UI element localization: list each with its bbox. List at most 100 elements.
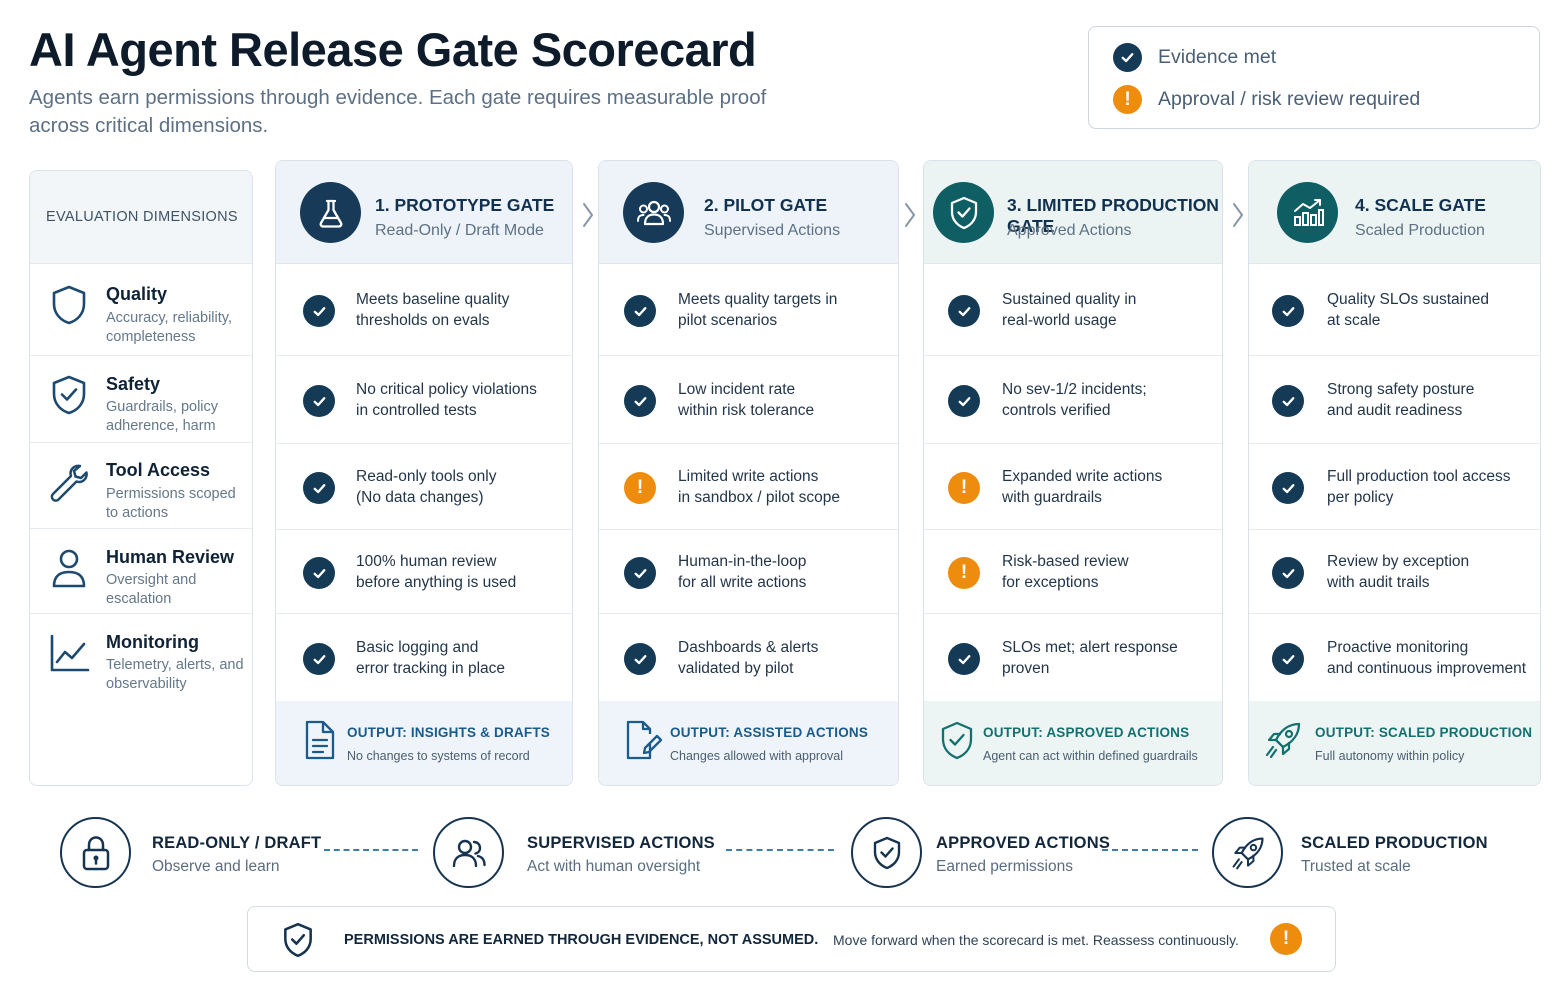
output-subtitle: Changes allowed with approval (670, 749, 844, 763)
dimension-safety: Safety Guardrails, policy adherence, har… (30, 356, 252, 443)
criterion-text: Review by exception with audit trails (1327, 551, 1537, 593)
check-icon (948, 385, 980, 417)
chevron-right-icon (583, 203, 593, 227)
dimension-desc: Oversight and escalation (106, 572, 197, 607)
output-subtitle: No changes to systems of record (347, 749, 530, 763)
legend-label: Approval / risk review required (1158, 88, 1421, 110)
page-title: AI Agent Release Gate Scorecard (29, 23, 757, 76)
output-subtitle: Full autonomy within policy (1315, 749, 1465, 763)
criterion-line: with audit trails (1327, 574, 1430, 591)
criterion-line: Human-in-the-loop (678, 553, 807, 570)
gate-criterion: ! Expanded write actions with guardrails (924, 444, 1222, 530)
legend-item-met: Evidence met (1113, 43, 1276, 72)
dimension-desc: Permissions scoped to actions (106, 486, 236, 521)
shield-outline-icon (52, 285, 86, 325)
dimension-tool-access: Tool Access Permissions scoped to action… (30, 443, 252, 529)
dimension-desc: Guardrails, policy adherence, harm (106, 399, 219, 434)
gate-criterion: ! Risk-based review for exceptions (924, 530, 1222, 614)
criterion-line: Dashboards & alerts (678, 639, 819, 656)
growth-chart-icon (1277, 182, 1338, 243)
stage-connector (1102, 849, 1198, 851)
stage-subtitle: Trusted at scale (1301, 858, 1411, 875)
criterion-line: Expanded write actions (1002, 468, 1163, 485)
legend-label: Evidence met (1158, 46, 1277, 68)
criterion-text: No sev-1/2 incidents; controls verified (1002, 379, 1212, 421)
criterion-text: Human-in-the-loop for all write actions (678, 551, 888, 593)
team-icon (433, 817, 504, 888)
criterion-line: Strong safety posture (1327, 381, 1475, 398)
criterion-text: Low incident rate within risk tolerance (678, 379, 888, 421)
criterion-line: Quality SLOs sustained (1327, 291, 1489, 308)
stage-title: READ-ONLY / DRAFT (152, 834, 322, 852)
stage-title: APPROVED ACTIONS (936, 834, 1111, 852)
dimension-name: Tool Access (106, 460, 211, 480)
criterion-line: No sev-1/2 incidents; (1002, 381, 1147, 398)
check-icon (1272, 557, 1304, 589)
criterion-text: Read-only tools only (No data changes) (356, 466, 566, 508)
criterion-line: per policy (1327, 489, 1394, 506)
gate-subtitle: Scaled Production (1355, 222, 1485, 239)
dimension-human-review: Human Review Oversight and escalation (30, 529, 252, 614)
warning-icon: ! (948, 472, 980, 504)
gate-criterion: No critical policy violations in controll… (276, 356, 572, 444)
shield-check-icon (284, 922, 312, 958)
criterion-line: Proactive monitoring (1327, 639, 1469, 656)
criterion-line: Limited write actions (678, 468, 819, 485)
line-chart-icon (50, 634, 90, 672)
dimension-desc: Accuracy, reliability, completeness (106, 310, 232, 345)
criterion-line: Sustained quality in (1002, 291, 1137, 308)
criterion-line: No critical policy violations (356, 381, 537, 398)
criterion-line: and audit readiness (1327, 402, 1463, 419)
gate-criterion: Low incident rate within risk tolerance (599, 356, 898, 444)
criterion-line: and continuous improvement (1327, 660, 1527, 677)
gate-criterion: Dashboards & alerts validated by pilot (599, 614, 898, 702)
gate-subtitle: Supervised Actions (704, 222, 841, 239)
gate-title: 1. PROTOTYPE GATE (375, 195, 555, 215)
principle-banner: PERMISSIONS ARE EARNED THROUGH EVIDENCE,… (247, 906, 1336, 972)
criterion-line: within risk tolerance (678, 402, 815, 419)
criterion-line: Full production tool access (1327, 468, 1511, 485)
criterion-text: Meets baseline quality thresholds on eval… (356, 289, 566, 331)
criterion-line: controls verified (1002, 402, 1111, 419)
check-icon (1272, 385, 1304, 417)
criterion-line: proven (1002, 660, 1050, 677)
criterion-text: Strong safety posture and audit readiness (1327, 379, 1537, 421)
gate-prototype: 1. PROTOTYPE GATE Read-Only / Draft Mode… (275, 160, 573, 786)
page-subtitle: Agents earn permissions through evidence… (29, 86, 767, 137)
gate-criterion: SLOs met; alert response proven (924, 614, 1222, 702)
criterion-line: thresholds on evals (356, 312, 490, 329)
criterion-line: Basic logging and (356, 639, 479, 656)
criterion-line: (No data changes) (356, 489, 484, 506)
dimension-monitoring: Monitoring Telemetry, alerts, and observ… (30, 614, 252, 704)
criterion-line: Meets quality targets in (678, 291, 838, 308)
document-edit-icon (626, 720, 663, 760)
gate-output: OUTPUT: SCALED PRODUCTION Full autonomy … (1249, 701, 1540, 785)
gate-criterion: Sustained quality in real-world usage (924, 264, 1222, 356)
gate-criterion: Review by exception with audit trails (1249, 530, 1540, 614)
gate-criterion: Basic logging and error tracking in place (276, 614, 572, 702)
gate-criterion: Full production tool access per policy (1249, 444, 1540, 530)
gate-title: 4. SCALE GATE (1355, 195, 1486, 215)
dimension-desc: Telemetry, alerts, and observability (106, 657, 244, 692)
dimension-name: Monitoring (106, 632, 199, 652)
banner-text: Move forward when the scorecard is met. … (833, 932, 1239, 948)
shield-check-icon (933, 182, 994, 243)
gate-title: 3. LIMITED PRODUCTION GATE (1007, 195, 1219, 236)
gate-output: OUTPUT: ASPROVED ACTIONS Agent can act w… (924, 701, 1222, 785)
lock-icon (60, 817, 131, 888)
criterion-line: validated by pilot (678, 660, 794, 677)
check-icon (1272, 472, 1304, 504)
rocket-icon (1265, 722, 1301, 759)
check-icon (303, 643, 335, 675)
team-icon (623, 182, 684, 243)
check-icon (1272, 643, 1304, 675)
criterion-text: Dashboards & alerts validated by pilot (678, 637, 888, 679)
criterion-line: with guardrails (1002, 489, 1102, 506)
criterion-text: Limited write actions in sandbox / pilot … (678, 466, 888, 508)
criterion-text: Proactive monitoring and continuous impro… (1327, 637, 1537, 679)
criterion-line: error tracking in place (356, 660, 506, 677)
criterion-line: before anything is used (356, 574, 517, 591)
check-icon (303, 385, 335, 417)
criterion-line: pilot scenarios (678, 312, 778, 329)
dimension-quality: Quality Accuracy, reliability, completen… (30, 264, 252, 356)
